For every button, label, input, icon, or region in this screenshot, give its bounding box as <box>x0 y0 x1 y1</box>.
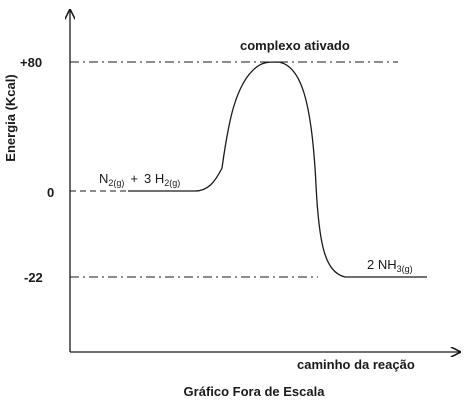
energy-profile-curve <box>128 61 427 278</box>
y-axis-label: Energia (Kcal) <box>3 74 18 161</box>
reactants-label: N2(g) +3 H2(g) <box>99 171 180 188</box>
product-base: 2 NH <box>367 257 397 272</box>
reactant-1-subscript: 2(g) <box>108 178 124 188</box>
activated-complex-label: complexo ativado <box>240 38 350 53</box>
plus-sign: + <box>130 171 138 186</box>
product-subscript: 3(g) <box>397 264 413 274</box>
x-axis-label: caminho da reação <box>297 357 415 372</box>
reactant-2-base: 3 H <box>144 171 164 186</box>
tick-label-bottom: -22 <box>24 270 43 285</box>
reactant-2-subscript: 2(g) <box>164 178 180 188</box>
reactant-1-base: N <box>99 171 108 186</box>
products-label: 2 NH3(g) <box>367 257 413 274</box>
tick-label-top: +80 <box>20 55 42 70</box>
caption: Gráfico Fora de Escala <box>184 384 326 399</box>
tick-label-mid: 0 <box>47 185 54 200</box>
